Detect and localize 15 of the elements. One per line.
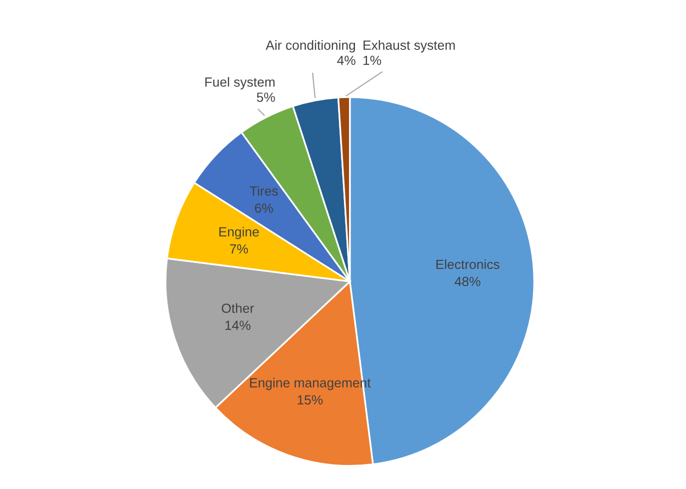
slice-label: Fuel system [205,77,275,90]
slice-label: Tires [250,186,278,196]
data-label: 5% [256,92,275,102]
slice-label: Other [222,303,254,313]
data-label: 4% [337,56,356,65]
slice-label: Exhaust system [364,40,455,52]
data-label: 6% [254,203,273,213]
slice-label: Air conditioning [266,40,356,52]
data-label: 48% [454,276,480,286]
slice-label: Electronics [436,259,500,270]
data-label: 15% [298,395,323,405]
slice-label: Engine [219,226,259,240]
data-label: 14% [225,320,250,330]
data-label: 1% [364,56,382,65]
data-label: 7% [230,244,248,254]
